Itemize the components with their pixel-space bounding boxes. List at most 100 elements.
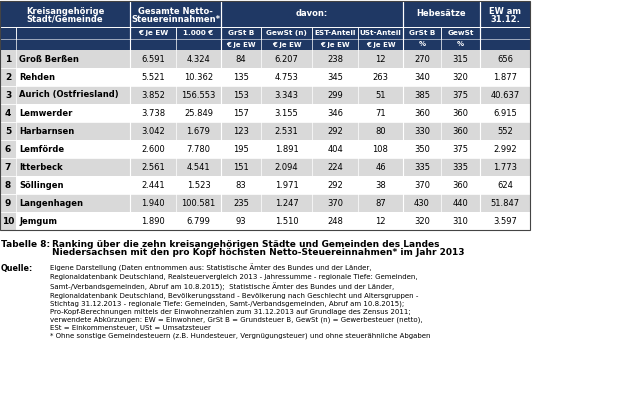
Text: 224: 224	[327, 163, 343, 171]
Text: 360: 360	[452, 126, 468, 136]
Text: 84: 84	[235, 55, 247, 63]
Text: Quelle:: Quelle:	[1, 264, 33, 273]
Text: 430: 430	[414, 199, 430, 207]
Text: Ranking über die zehn kreisangehörigen Städte und Gemeinden des Landes: Ranking über die zehn kreisangehörigen S…	[52, 240, 439, 249]
Bar	[0, 104, 530, 122]
Text: 108: 108	[373, 144, 389, 153]
Bar	[0, 140, 16, 158]
Text: 345: 345	[327, 73, 343, 81]
Text: 235: 235	[233, 199, 249, 207]
Text: 360: 360	[452, 108, 468, 118]
Text: 360: 360	[452, 181, 468, 189]
Bar	[0, 176, 16, 194]
Text: 2.441: 2.441	[141, 181, 165, 189]
Text: 6.591: 6.591	[141, 55, 165, 63]
Text: Söllingen: Söllingen	[19, 181, 64, 189]
Text: 3.042: 3.042	[141, 126, 165, 136]
Bar	[0, 86, 530, 104]
Text: 6.799: 6.799	[187, 216, 211, 226]
Text: 3.155: 3.155	[274, 108, 298, 118]
Text: 340: 340	[414, 73, 430, 81]
Text: 1.773: 1.773	[493, 163, 517, 171]
Text: 46: 46	[375, 163, 386, 171]
Bar	[0, 1, 530, 39]
Text: € je EW: € je EW	[366, 42, 396, 47]
Text: 3.738: 3.738	[141, 108, 165, 118]
Text: 1.877: 1.877	[493, 73, 517, 81]
Text: Jemgum: Jemgum	[19, 216, 57, 226]
Text: 360: 360	[414, 108, 430, 118]
Text: 9: 9	[5, 199, 11, 207]
Text: 10.362: 10.362	[184, 73, 213, 81]
Text: Stadt/Gemeinde: Stadt/Gemeinde	[27, 15, 103, 24]
Text: € je EW: € je EW	[226, 42, 256, 47]
Text: 80: 80	[375, 126, 386, 136]
Text: 552: 552	[497, 126, 513, 136]
Text: GrSt B: GrSt B	[228, 30, 254, 36]
Text: 624: 624	[497, 181, 513, 189]
Text: 263: 263	[373, 73, 389, 81]
Text: Steuereinnahmen*: Steuereinnahmen*	[131, 15, 220, 24]
Text: 3.597: 3.597	[493, 216, 517, 226]
Text: 1.971: 1.971	[274, 181, 298, 189]
Bar	[0, 212, 530, 230]
Text: 2.561: 2.561	[141, 163, 165, 171]
Text: 1.247: 1.247	[274, 199, 298, 207]
Text: 71: 71	[375, 108, 386, 118]
Text: 292: 292	[327, 181, 343, 189]
Text: 2.531: 2.531	[274, 126, 298, 136]
Text: 270: 270	[414, 55, 430, 63]
Text: GrSt B: GrSt B	[409, 30, 435, 36]
Text: 10: 10	[2, 216, 14, 226]
Text: 31.12.: 31.12.	[490, 15, 520, 24]
Text: 156.553: 156.553	[181, 90, 216, 100]
Bar	[0, 1, 530, 50]
Text: 299: 299	[327, 90, 343, 100]
Text: 1.000 €: 1.000 €	[184, 30, 214, 36]
Text: € je EW: € je EW	[272, 42, 302, 47]
Text: 5: 5	[5, 126, 11, 136]
Text: 151: 151	[233, 163, 249, 171]
Bar	[0, 212, 16, 230]
Text: € je EW: € je EW	[138, 30, 168, 36]
Text: %: %	[457, 42, 464, 47]
Text: 12: 12	[375, 216, 386, 226]
Text: 6.915: 6.915	[493, 108, 517, 118]
Text: Rehden: Rehden	[19, 73, 55, 81]
Text: 656: 656	[497, 55, 513, 63]
Text: 157: 157	[233, 108, 249, 118]
Text: 315: 315	[452, 55, 468, 63]
Text: Langenhagen: Langenhagen	[19, 199, 83, 207]
Text: 83: 83	[235, 181, 247, 189]
Text: 346: 346	[327, 108, 343, 118]
Text: EW am: EW am	[489, 6, 521, 16]
Bar	[0, 122, 530, 140]
Text: 370: 370	[327, 199, 343, 207]
Text: 404: 404	[327, 144, 343, 153]
Text: USt-Anteil: USt-Anteil	[360, 30, 401, 36]
Text: Eigene Darstellung (Daten entnommen aus: Statistische Ämter des Bundes und der L: Eigene Darstellung (Daten entnommen aus:…	[50, 264, 431, 339]
Text: 100.581: 100.581	[181, 199, 216, 207]
Bar	[0, 104, 16, 122]
Text: 25.849: 25.849	[184, 108, 213, 118]
Text: 135: 135	[233, 73, 249, 81]
Text: 3.343: 3.343	[274, 90, 298, 100]
Bar	[0, 68, 16, 86]
Bar	[0, 1, 530, 230]
Text: Kreisangehörige: Kreisangehörige	[26, 6, 104, 16]
Text: 4.324: 4.324	[187, 55, 210, 63]
Text: EST-Anteil: EST-Anteil	[315, 30, 356, 36]
Text: 6.207: 6.207	[274, 55, 298, 63]
Text: 3: 3	[5, 90, 11, 100]
Text: davon:: davon:	[296, 10, 328, 18]
Text: 292: 292	[327, 126, 343, 136]
Text: 248: 248	[327, 216, 343, 226]
Text: 1.679: 1.679	[187, 126, 211, 136]
Bar	[0, 50, 530, 68]
Text: 38: 38	[375, 181, 386, 189]
Text: 2.600: 2.600	[141, 144, 165, 153]
Text: Hebesätze: Hebesätze	[417, 10, 467, 18]
Text: 350: 350	[414, 144, 430, 153]
Text: Gesamte Netto-: Gesamte Netto-	[138, 6, 213, 16]
Text: Harbarnsen: Harbarnsen	[19, 126, 74, 136]
